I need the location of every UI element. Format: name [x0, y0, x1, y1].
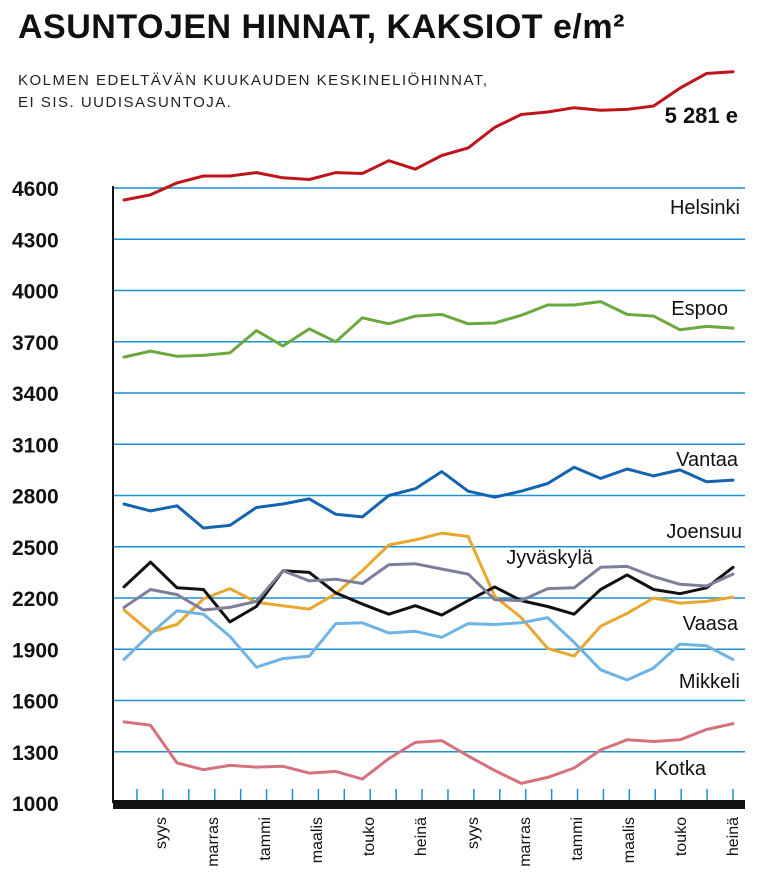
chart-subtitle: KOLMEN EDELTÄVÄN KUUKAUDEN KESKINELIÖHIN…	[18, 70, 489, 114]
y-tick-label-2200: 2200	[12, 588, 59, 611]
x-tick-label-6: syys	[465, 817, 482, 849]
subtitle-line-1: KOLMEN EDELTÄVÄN KUUKAUDEN KESKINELIÖHIN…	[18, 72, 489, 89]
series-line-vantaa	[122, 465, 735, 530]
y-tick-label-3100: 3100	[12, 434, 59, 457]
y-tick-label-1600: 1600	[12, 691, 59, 714]
x-tick-label-4: touko	[361, 817, 378, 856]
subtitle-line-2: EI SIS. UUDISASUNTOJA.	[18, 94, 233, 111]
series-line-kotka	[122, 720, 735, 785]
series-label-joensuu: Joensuu	[666, 521, 742, 543]
series-label-jyväskylä: Jyväskylä	[506, 547, 594, 569]
series-line-vaasa	[122, 562, 735, 612]
chart-title: ASUNTOJEN HINNAT, KAKSIOT e/m²	[18, 8, 625, 46]
x-tick-label-5: heinä	[413, 817, 430, 856]
y-tick-label-3700: 3700	[12, 332, 59, 355]
series-line-mikkeli	[122, 609, 735, 682]
series-label-vantaa: Vantaa	[676, 449, 739, 471]
y-tick-label-3400: 3400	[12, 383, 59, 406]
x-tick-label-3: maalis	[309, 817, 326, 863]
series-line-jyväskylä	[122, 560, 735, 624]
x-tick-label-2: tammi	[257, 817, 274, 861]
x-tick-label-7: marras	[517, 817, 534, 867]
x-tick-label-10: touko	[673, 817, 690, 856]
x-tick-label-0: syys	[153, 817, 170, 849]
series-label-mikkeli: Mikkeli	[679, 671, 740, 693]
series-label-vaasa: Vaasa	[683, 613, 739, 635]
last-value-annotation: 5 281 e	[665, 103, 738, 128]
y-tick-label-2800: 2800	[12, 486, 59, 509]
y-tick-label-1300: 1300	[12, 742, 59, 765]
series-line-espoo	[122, 300, 735, 359]
y-tick-label-2500: 2500	[12, 537, 59, 560]
x-tick-label-9: maalis	[621, 817, 638, 863]
x-tick-label-11: heinä	[725, 817, 742, 856]
x-tick-label-1: marras	[205, 817, 222, 867]
series-label-kotka: Kotka	[655, 758, 707, 780]
series-label-helsinki: Helsinki	[670, 197, 740, 219]
series-label-espoo: Espoo	[671, 298, 728, 320]
y-tick-label-1000: 1000	[12, 793, 59, 816]
y-tick-label-4600: 4600	[12, 178, 59, 201]
y-tick-label-4300: 4300	[12, 229, 59, 252]
series-line-helsinki	[122, 70, 735, 202]
series-line-joensuu	[122, 531, 735, 658]
y-tick-label-1900: 1900	[12, 639, 59, 662]
y-tick-label-4000: 4000	[12, 281, 59, 304]
x-axis	[113, 800, 745, 809]
x-tick-label-8: tammi	[569, 817, 586, 861]
